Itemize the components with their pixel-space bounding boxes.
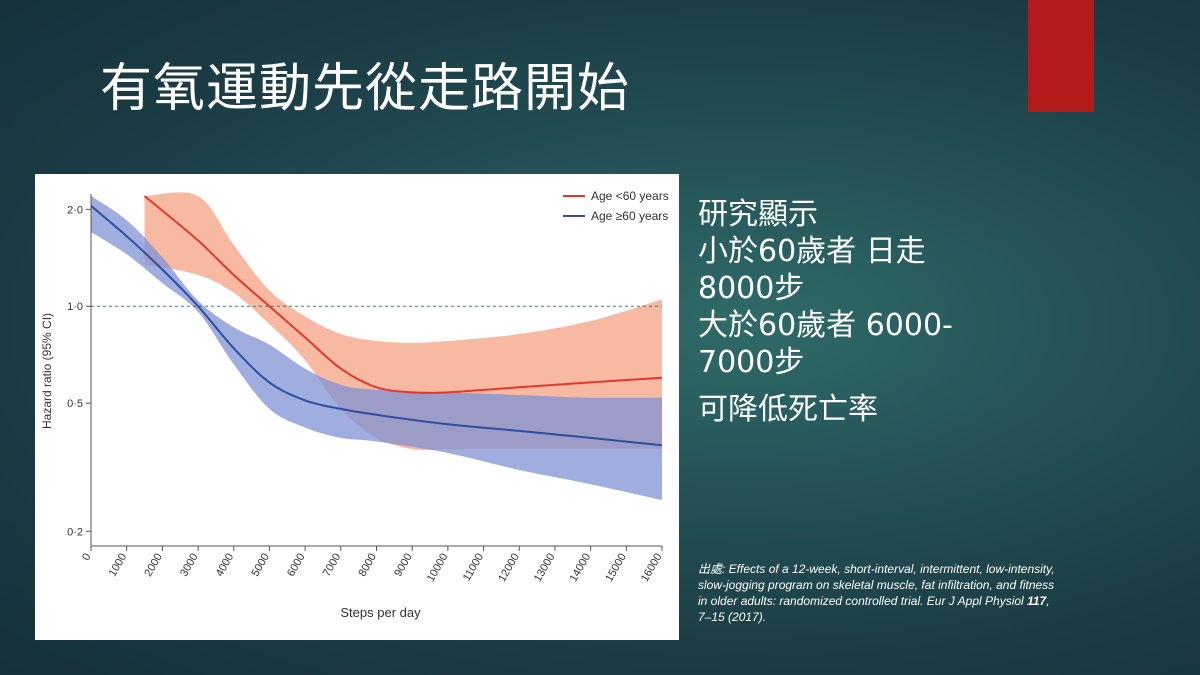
legend-label: Age ≥60 years (591, 209, 668, 223)
slide-title: 有氧運動先從走路開始 (100, 59, 631, 119)
x-tick-label: 9000 (392, 552, 415, 579)
x-tick-label: 11000 (461, 552, 486, 584)
y-tick-label: 0·2 (67, 526, 83, 538)
x-tick-label: 2000 (142, 552, 165, 579)
legend: Age <60 years Age ≥60 years (563, 189, 669, 223)
y-tick-label: 0·5 (67, 398, 83, 410)
series-lines (90, 195, 663, 447)
x-tick-label: 1000 (107, 552, 130, 579)
finding-line-5: 7000步 (698, 345, 805, 380)
finding-line-1: 研究顯示 (698, 197, 818, 232)
citation: 出處: Effects of a 12-week, short-interval… (698, 561, 1058, 625)
confidence-band-over-60 (91, 196, 662, 501)
x-tick-label: 8000 (356, 552, 379, 579)
accent-bar (1028, 0, 1094, 112)
citation-tail: , 7–15 (2017). (698, 594, 1050, 624)
series-line-under-60 (143, 195, 663, 394)
series-line-over-60 (90, 205, 663, 447)
x-tick-label: 12000 (496, 552, 522, 584)
y-tick-label: 2·0 (67, 204, 83, 216)
finding-conclusion: 可降低死亡率 (698, 392, 878, 427)
citation-text: Effects of a 12-week, short-interval, in… (698, 562, 1055, 608)
y-tick-label: 1·0 (67, 301, 83, 313)
x-tick-label: 7000 (321, 552, 344, 579)
x-tick-label: 4000 (214, 552, 237, 579)
x-tick-label: 3000 (178, 552, 201, 579)
chart-panel: 0·2 0·5 1·0 2·0 0 1000 2000 3000 4000 5000 6000 700… (35, 174, 679, 640)
x-axis-title: Steps per day (340, 605, 421, 620)
citation-volume: 117 (1027, 594, 1047, 608)
confidence-bands (91, 192, 662, 501)
findings-text: 研究顯示 小於60歲者 日走 8000步 大於60歲者 6000- 7000步 … (698, 196, 1038, 428)
x-tick-label: 15000 (603, 552, 629, 584)
finding-line-2: 小於60歲者 日走 (698, 234, 926, 269)
y-axis-title: Hazard ratio (95% CI) (40, 313, 54, 429)
citation-prefix: 出處: (698, 562, 726, 576)
x-tick-label: 10000 (425, 552, 451, 584)
hazard-ratio-chart: 0·2 0·5 1·0 2·0 0 1000 2000 3000 4000 5000 6000 700… (40, 189, 669, 620)
finding-line-3: 8000步 (698, 271, 805, 306)
x-tick-label: 6000 (285, 552, 308, 579)
x-tick-label: 14000 (568, 552, 594, 584)
x-tick-label: 5000 (249, 552, 272, 579)
x-tick-label: 0 (80, 552, 93, 563)
legend-label: Age <60 years (591, 189, 669, 203)
x-tick-label: 16000 (639, 552, 665, 584)
x-tick-label: 13000 (532, 552, 558, 584)
finding-line-4: 大於60歲者 6000- (698, 308, 953, 343)
